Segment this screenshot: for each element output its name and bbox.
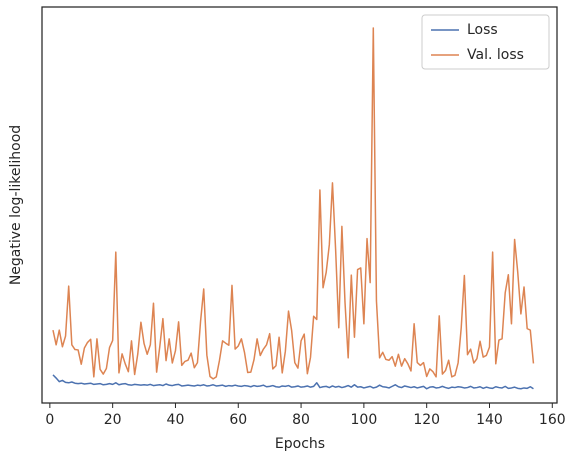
x-tick-label: 160 <box>539 412 566 428</box>
y-axis-label: Negative log-likelihood <box>8 125 24 285</box>
x-tick-label: 140 <box>476 412 503 428</box>
x-tick-label: 40 <box>167 412 185 428</box>
x-tick-label: 80 <box>292 412 310 428</box>
x-axis-label: Epochs <box>275 436 325 452</box>
series-line <box>52 374 534 390</box>
legend: Loss Val. loss <box>421 14 550 70</box>
plot-frame <box>41 6 558 404</box>
series-line <box>52 27 535 380</box>
x-tick-label: 20 <box>104 412 122 428</box>
x-tick-label: 0 <box>45 412 54 428</box>
legend-label: Loss <box>467 22 498 38</box>
x-tick-label: 100 <box>351 412 378 428</box>
x-tick-label: 60 <box>229 412 247 428</box>
x-tick-label: 120 <box>413 412 440 428</box>
legend-label: Val. loss <box>467 47 524 63</box>
